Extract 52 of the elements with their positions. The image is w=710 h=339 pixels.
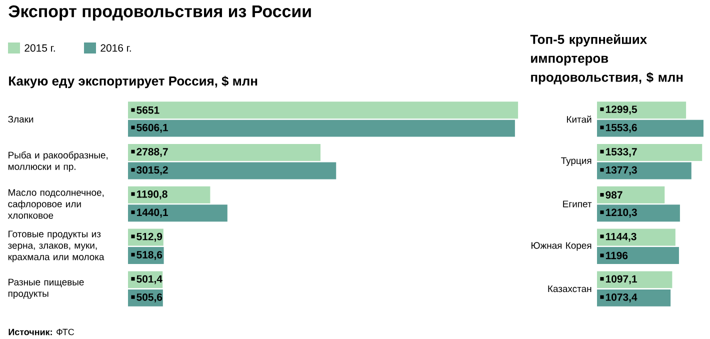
- y-tick-label: Казахстан: [548, 285, 592, 292]
- data-label: 2788,7: [136, 148, 168, 157]
- data-label: 501,4: [136, 275, 162, 284]
- chart-title: Экспорт продовольствия из России: [8, 5, 311, 21]
- data-label: 1097,1: [606, 275, 637, 284]
- bar: [128, 162, 336, 180]
- bar: [597, 204, 680, 222]
- y-tick-label: Масло подсолнечное, сафлоровое или хлопковое: [8, 189, 104, 219]
- y-tick-label: Египет: [563, 200, 592, 208]
- data-label: 1377,3: [606, 166, 637, 176]
- bar: [597, 228, 676, 246]
- data-label: 1440,1: [136, 208, 168, 218]
- data-label: 1196: [606, 252, 628, 260]
- data-label: 1210,3: [606, 208, 637, 218]
- chart-title: Топ-5 крупнейших импортеров продовольствия, $ млн: [530, 34, 683, 84]
- data-label: 1073,4: [606, 293, 638, 302]
- bar: [128, 204, 228, 222]
- data-label: 5651: [136, 106, 160, 114]
- bar: [597, 271, 672, 288]
- bar: [597, 144, 702, 161]
- bar: [597, 102, 686, 119]
- data-label: 1144,3: [606, 232, 636, 242]
- bar: [128, 144, 320, 161]
- bar: [597, 289, 671, 306]
- data-label: 512,9: [136, 232, 162, 242]
- y-tick-label: Южная Корея: [531, 242, 592, 251]
- data-label: 3015,2: [136, 166, 168, 176]
- data-label: 1533,7: [606, 148, 637, 157]
- bar: [597, 162, 692, 180]
- data-label: 5606,1: [136, 124, 168, 133]
- data-label: 1190,8: [136, 190, 168, 200]
- y-tick-label: Злаки: [8, 116, 34, 123]
- bar: [597, 247, 679, 264]
- bar: [597, 120, 704, 137]
- data-label: 505,6: [136, 293, 162, 302]
- y-tick-label: Китай: [567, 116, 592, 123]
- data-label: 518,6: [136, 251, 162, 260]
- bar: [128, 120, 515, 137]
- y-tick-label: Разные пищевые продукты: [8, 278, 84, 299]
- text: Источник: ФТС: [8, 328, 74, 336]
- bar: [597, 186, 665, 204]
- y-tick-label: Готовые продукты из зерна, злаков, муки, крахмала или молока: [8, 230, 104, 262]
- data-label: 1299,5: [606, 106, 637, 115]
- bar: [128, 186, 210, 204]
- legend-label: 2015 г.: [24, 44, 55, 52]
- y-tick-label: Рыба и ракообразные, моллюски и пр.: [8, 151, 108, 172]
- y-tick-label: Турция: [561, 157, 592, 166]
- bar: [128, 102, 518, 119]
- data-label: 1553,6: [606, 124, 637, 133]
- data-label: 987: [606, 191, 622, 199]
- legend-label: 2016 г.: [100, 44, 131, 52]
- chart-subtitle: Какую еду экспортирует Россия, $ млн: [9, 76, 258, 88]
